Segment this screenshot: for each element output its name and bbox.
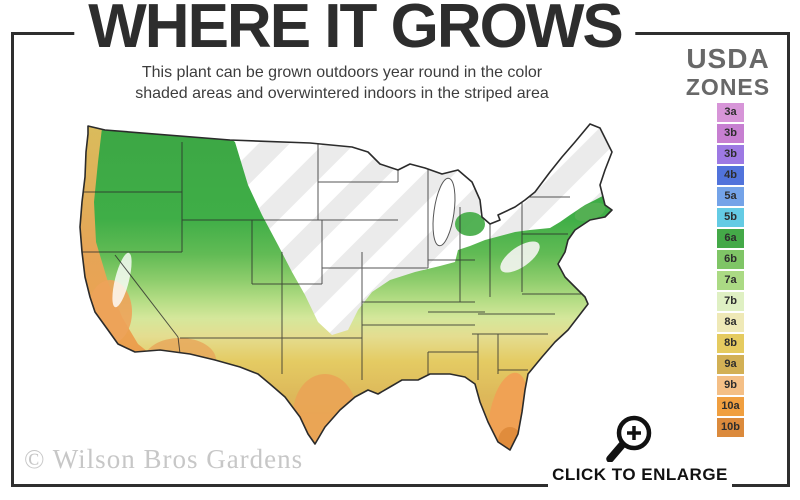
page-title: WHERE IT GROWS bbox=[74, 0, 636, 62]
legend-title-usda: USDA bbox=[686, 43, 770, 74]
zone-swatch-3b: 3b bbox=[717, 145, 744, 164]
zone-swatch-3b: 3b bbox=[717, 124, 744, 143]
zone-swatch-7a: 7a bbox=[717, 271, 744, 290]
zone-swatch-5a: 5a bbox=[717, 187, 744, 206]
zone-swatch-10b: 10b bbox=[717, 418, 744, 437]
zone-swatch-6b: 6b bbox=[717, 250, 744, 269]
zone-swatch-9a: 9a bbox=[717, 355, 744, 374]
subtitle-line-2: shaded areas and overwintered indoors in… bbox=[135, 85, 549, 102]
zone-swatch-9b: 9b bbox=[717, 376, 744, 395]
click-to-enlarge-button[interactable]: CLICK TO ENLARGE bbox=[548, 462, 732, 490]
usda-zones-legend-title: USDA ZONES bbox=[668, 43, 788, 101]
legend-title-zones: ZONES bbox=[685, 74, 771, 100]
zone-swatch-10a: 10a bbox=[717, 397, 744, 416]
zone-swatch-5b: 5b bbox=[717, 208, 744, 227]
subtitle: This plant can be grown outdoors year ro… bbox=[72, 62, 612, 104]
zone-swatch-8a: 8a bbox=[717, 313, 744, 332]
usda-zone-map[interactable] bbox=[30, 112, 665, 468]
zone-swatch-4b: 4b bbox=[717, 166, 744, 185]
zoom-in-icon[interactable] bbox=[600, 407, 660, 474]
subtitle-line-1: This plant can be grown outdoors year ro… bbox=[141, 64, 543, 81]
zone-swatch-8b: 8b bbox=[717, 334, 744, 353]
watermark: © Wilson Bros Gardens bbox=[24, 444, 304, 474]
zone-swatch-3a: 3a bbox=[717, 103, 744, 122]
zone-swatch-7b: 7b bbox=[717, 292, 744, 311]
zone-swatch-6a: 6a bbox=[717, 229, 744, 248]
zone-legend-list: 3a 3b 3b 4b 5a 5b 6a 6b 7a 7b 8a 8b 9a 9b 10a 10b bbox=[717, 103, 744, 439]
